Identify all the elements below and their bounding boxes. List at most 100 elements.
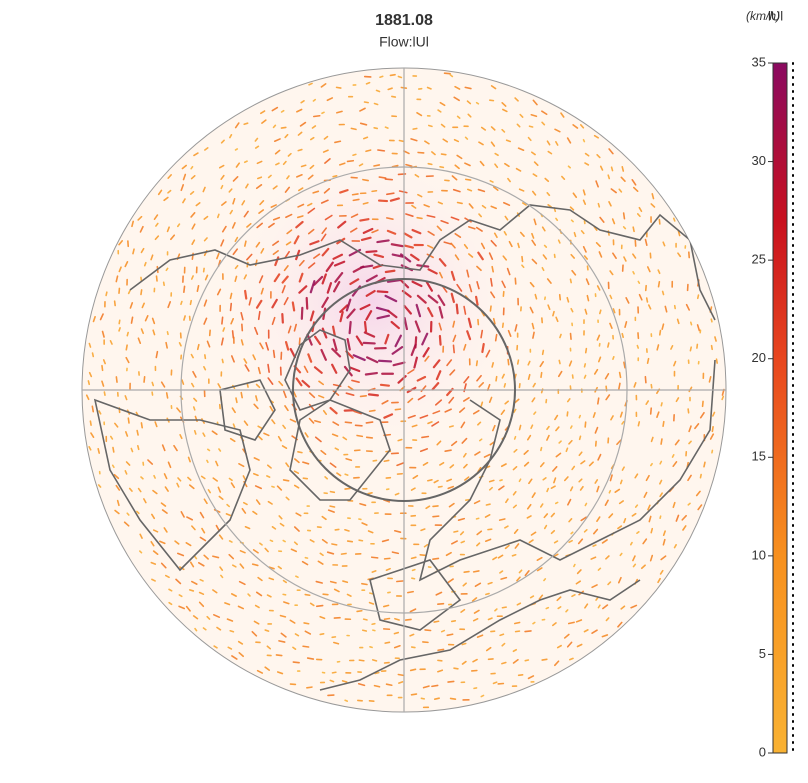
- flow-streak: [274, 149, 281, 155]
- flow-streak: [376, 314, 391, 320]
- flow-streak: [604, 373, 610, 380]
- flow-streak: [396, 462, 405, 467]
- flow-streak: [272, 250, 279, 256]
- flow-streak: [204, 354, 207, 360]
- flow-streak: [531, 232, 535, 239]
- flow-streak: [424, 355, 430, 362]
- flow-streak: [317, 560, 324, 565]
- flow-streak: [650, 527, 654, 534]
- flow-streak: [417, 193, 423, 198]
- flow-streak: [504, 525, 509, 529]
- flow-streak: [384, 269, 396, 274]
- flow-streak: [160, 381, 166, 388]
- flow-streak: [442, 138, 449, 143]
- flow-streak: [569, 486, 574, 492]
- flow-streak: [252, 510, 258, 515]
- flow-streak: [231, 407, 236, 414]
- flow-streak: [187, 456, 191, 463]
- flow-streak: [298, 272, 304, 283]
- flow-streak: [282, 390, 287, 399]
- flow-streak: [334, 140, 342, 144]
- flow-streak: [118, 327, 121, 332]
- flow-streak: [253, 620, 260, 625]
- flow-streak: [277, 565, 282, 570]
- flow-streak: [500, 576, 508, 580]
- flow-streak: [531, 492, 536, 498]
- flow-streak: [136, 510, 140, 515]
- flow-streak: [359, 107, 366, 112]
- flow-streak: [284, 250, 290, 259]
- flow-streak: [637, 421, 641, 427]
- flow-streak: [432, 505, 439, 508]
- flow-streak: [167, 301, 172, 309]
- flow-streak: [389, 73, 396, 77]
- flow-streak: [166, 331, 169, 336]
- flow-streak: [341, 680, 348, 683]
- flow-streak: [413, 356, 418, 369]
- flow-streak: [411, 204, 417, 209]
- flow-streak: [607, 174, 611, 180]
- flow-streak: [269, 539, 274, 543]
- flow-streak: [517, 242, 520, 249]
- flow-streak: [308, 403, 315, 411]
- flow-streak: [637, 213, 641, 218]
- flow-streak: [273, 273, 281, 283]
- flow-streak: [272, 349, 276, 359]
- flow-streak: [359, 502, 367, 507]
- flow-streak: [373, 102, 379, 106]
- flow-streak: [216, 213, 220, 219]
- flow-streak: [424, 629, 432, 632]
- flow-streak: [501, 280, 506, 289]
- flow-streak: [92, 316, 96, 323]
- flow-streak: [118, 266, 122, 273]
- flow-streak: [240, 339, 244, 346]
- flow-streak: [526, 503, 532, 510]
- flow-streak: [631, 179, 637, 186]
- flow-streak: [309, 602, 315, 607]
- flow-streak: [185, 541, 192, 547]
- flow-streak: [504, 162, 510, 168]
- flow-streak: [229, 292, 233, 300]
- flow-streak: [346, 337, 351, 351]
- flow-streak: [576, 643, 583, 648]
- flow-streak: [555, 217, 559, 222]
- flow-streak: [260, 247, 265, 254]
- flow-streak: [308, 392, 316, 399]
- flow-streak: [611, 218, 616, 225]
- flow-streak: [218, 164, 225, 169]
- flow-streak: [630, 604, 638, 609]
- flow-streak: [315, 604, 324, 608]
- flow-streak: [373, 127, 379, 130]
- flow-streak: [237, 605, 245, 610]
- flow-streak: [474, 295, 479, 306]
- flow-streak: [524, 630, 532, 633]
- flow-streak: [198, 601, 205, 608]
- flow-streak: [206, 448, 211, 452]
- flow-streak: [125, 431, 129, 437]
- flow-streak: [599, 165, 604, 171]
- flow-streak: [584, 308, 588, 315]
- flow-streak: [332, 390, 340, 396]
- flow-streak: [398, 139, 404, 143]
- flow-streak: [437, 109, 442, 113]
- flow-streak: [320, 83, 327, 88]
- flow-streak: [459, 407, 466, 413]
- flow-streak: [447, 485, 455, 490]
- flow-streak: [427, 294, 439, 304]
- flow-streak: [494, 152, 499, 157]
- flow-streak: [632, 271, 635, 275]
- flow-streak: [254, 604, 260, 609]
- flow-streak: [150, 561, 157, 565]
- flow-streak: [601, 634, 609, 638]
- flow-streak: [676, 318, 680, 325]
- flow-streak: [580, 124, 585, 129]
- flow-streak: [287, 152, 292, 157]
- flow-streak: [527, 434, 532, 441]
- flow-streak: [546, 434, 550, 441]
- flow-streak: [331, 347, 342, 358]
- flow-streak: [528, 478, 533, 485]
- flow-streak: [229, 209, 233, 215]
- flow-streak: [662, 241, 666, 247]
- flow-streak: [254, 485, 262, 490]
- arctic-circle: [292, 278, 516, 502]
